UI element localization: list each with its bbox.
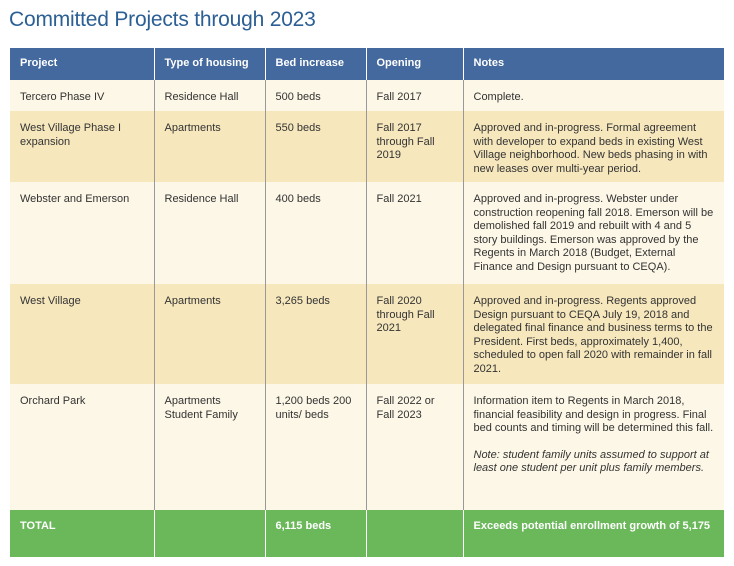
cell-project: Orchard Park xyxy=(10,384,154,510)
cell-project: Tercero Phase IV xyxy=(10,80,154,111)
cell-type: Residence Hall xyxy=(153,182,265,284)
page-title: Committed Projects through 2023 xyxy=(9,8,316,31)
cell-notes: Information item to Regents in March 201… xyxy=(462,384,724,510)
cell-opening: Fall 2022 or Fall 2023 xyxy=(365,384,463,510)
table-row: Webster and Emerson Residence Hall 400 b… xyxy=(10,182,724,284)
cell-type: Apartments xyxy=(153,284,265,384)
header-type: Type of housing xyxy=(153,48,265,80)
cell-opening: Fall 2017 through Fall 2019 xyxy=(365,111,463,182)
projects-table: Project Type of housing Bed increase Ope… xyxy=(10,48,724,557)
cell-beds: 550 beds xyxy=(264,111,366,182)
total-row: TOTAL 6,115 beds Exceeds potential enrol… xyxy=(10,510,724,557)
cell-beds: 400 beds xyxy=(264,182,366,284)
cell-project: Webster and Emerson xyxy=(10,182,154,284)
cell-type: Apartments Student Family xyxy=(153,384,265,510)
cell-project: West Village Phase I expansion xyxy=(10,111,154,182)
total-type xyxy=(153,510,265,557)
total-label: TOTAL xyxy=(10,510,154,557)
cell-opening: Fall 2017 xyxy=(365,80,463,111)
table-row: West Village Apartments 3,265 beds Fall … xyxy=(10,284,724,384)
total-notes: Exceeds potential enrollment growth of 5… xyxy=(462,510,724,557)
table-header: Project Type of housing Bed increase Ope… xyxy=(10,48,724,80)
cell-notes: Approved and in-progress. Formal agreeme… xyxy=(462,111,724,182)
cell-type: Residence Hall xyxy=(153,80,265,111)
cell-notes: Approved and in-progress. Webster under … xyxy=(462,182,724,284)
notes-italic: Note: student family units assumed to su… xyxy=(473,448,709,475)
cell-opening: Fall 2021 xyxy=(365,182,463,284)
header-project: Project xyxy=(10,48,154,80)
cell-project: West Village xyxy=(10,284,154,384)
cell-opening: Fall 2020 through Fall 2021 xyxy=(365,284,463,384)
cell-notes: Complete. xyxy=(462,80,724,111)
table-row: Orchard Park Apartments Student Family 1… xyxy=(10,384,724,510)
total-opening xyxy=(365,510,463,557)
cell-type: Apartments xyxy=(153,111,265,182)
total-beds: 6,115 beds xyxy=(264,510,366,557)
cell-beds: 3,265 beds xyxy=(264,284,366,384)
cell-beds: 1,200 beds 200 units/ beds xyxy=(264,384,366,510)
table-row: West Village Phase I expansion Apartment… xyxy=(10,111,724,182)
notes-text: Information item to Regents in March 201… xyxy=(473,395,714,434)
table-row: Tercero Phase IV Residence Hall 500 beds… xyxy=(10,80,724,111)
header-opening: Opening xyxy=(365,48,463,80)
header-beds: Bed increase xyxy=(264,48,366,80)
header-notes: Notes xyxy=(462,48,724,80)
cell-beds: 500 beds xyxy=(264,80,366,111)
cell-notes: Approved and in-progress. Regents approv… xyxy=(462,284,724,384)
